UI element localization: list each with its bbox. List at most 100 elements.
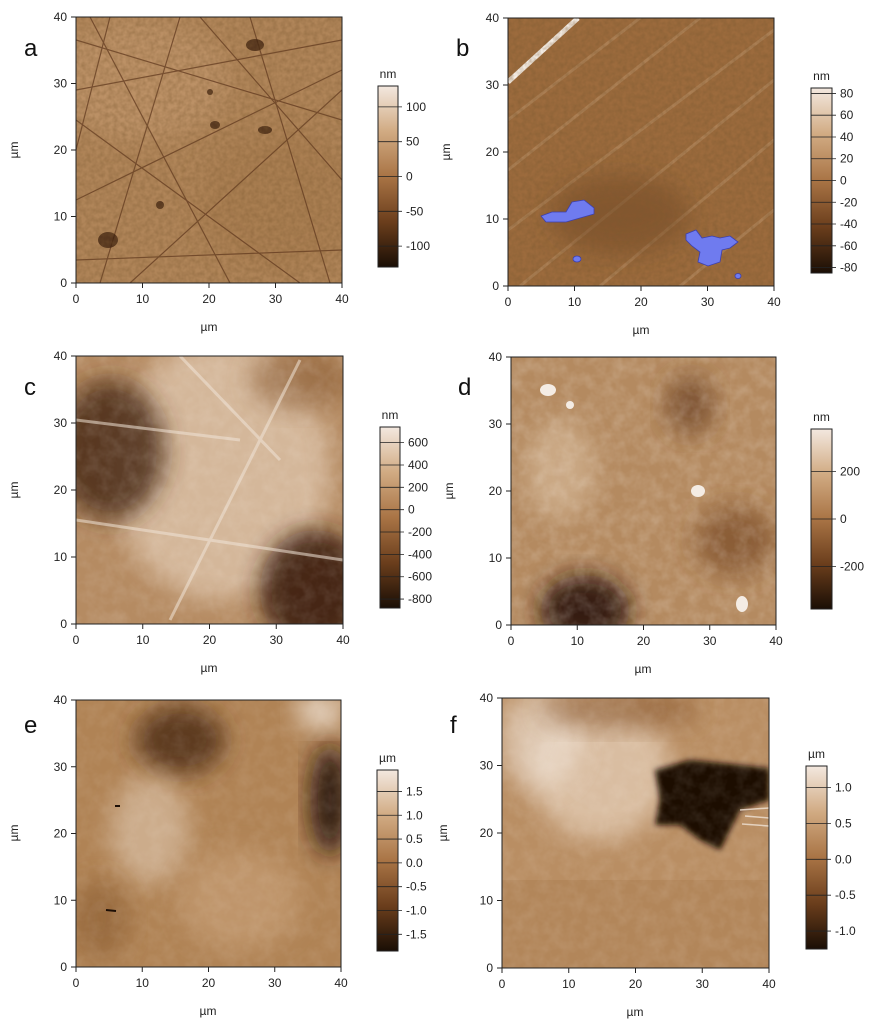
colorbar-tick-label: 200 bbox=[408, 480, 428, 494]
colorbar-tick-label: 1.5 bbox=[406, 784, 423, 798]
colorbar-tick-label: -80 bbox=[840, 261, 858, 275]
colorbar-tick-label: 20 bbox=[840, 152, 854, 166]
colorbar-unit: µm bbox=[808, 747, 825, 761]
y-tick-label: 30 bbox=[489, 417, 503, 431]
y-tick-label: 0 bbox=[495, 618, 502, 632]
x-tick-label: 40 bbox=[769, 634, 783, 648]
image-frame bbox=[507, 17, 775, 287]
colorbar-tick-label: 0 bbox=[406, 170, 413, 184]
colorbar-tick-label: -200 bbox=[408, 525, 432, 539]
colorbar-tick-label: 200 bbox=[840, 465, 860, 479]
panel-letter-c: c bbox=[24, 374, 36, 401]
panel-letter-a: a bbox=[24, 35, 38, 62]
colorbar-unit: nm bbox=[382, 408, 399, 422]
panel-c: c0 10 20 30 40010203040µmµmnm6004002000-200-… bbox=[7, 349, 432, 675]
y-tick-label: 0 bbox=[60, 276, 67, 290]
colorbar-tick-label: 0.5 bbox=[835, 816, 852, 830]
colorbar-tick-label: 0 bbox=[840, 512, 847, 526]
colorbar bbox=[376, 769, 399, 952]
colorbar-unit: nm bbox=[813, 69, 830, 83]
y-tick-label: 30 bbox=[480, 759, 494, 773]
x-tick-label: 30 bbox=[701, 295, 715, 309]
y-axis-label: µm bbox=[7, 482, 21, 499]
colorbar-tick-label: -600 bbox=[408, 570, 432, 584]
x-tick-label: 40 bbox=[335, 292, 349, 306]
afm-image-f bbox=[502, 698, 769, 968]
y-tick-label: 20 bbox=[54, 827, 68, 841]
image-frame bbox=[75, 355, 344, 625]
colorbar bbox=[379, 426, 401, 609]
x-tick-label: 0 bbox=[505, 295, 512, 309]
panel-e: e 0 10 20 30 40 0 10 20 30 40 µm µm µm 1.5 1.0 0.5 0.0 -0.… bbox=[7, 693, 427, 1018]
y-tick-label: 40 bbox=[54, 10, 68, 24]
x-axis-label: µm bbox=[201, 661, 218, 675]
y-tick-label: 0 bbox=[60, 617, 67, 631]
y-tick-label: 20 bbox=[480, 826, 494, 840]
y-axis-label: µm bbox=[442, 483, 456, 500]
colorbar-tick-label: -50 bbox=[406, 204, 424, 218]
colorbar-tick-label: 40 bbox=[840, 130, 854, 144]
y-tick-label: 10 bbox=[486, 212, 500, 226]
x-axis-label: µm bbox=[627, 1005, 644, 1019]
x-tick-label: 30 bbox=[696, 977, 710, 991]
y-tick-label: 0 bbox=[486, 961, 493, 975]
colorbar-tick-label: 0 bbox=[840, 174, 847, 188]
image-frame bbox=[75, 16, 343, 284]
panel-letter-e: e bbox=[24, 712, 37, 739]
afm-image-b bbox=[508, 18, 774, 286]
y-tick-label: 30 bbox=[54, 77, 68, 91]
colorbar-tick-label: -1.0 bbox=[406, 904, 427, 918]
panel-letter-f: f bbox=[450, 712, 457, 739]
colorbar-tick-label: 1.0 bbox=[406, 808, 423, 822]
panel-letter-d: d bbox=[458, 374, 471, 401]
colorbar-tick-label: 50 bbox=[406, 135, 420, 149]
x-tick-label: 0 bbox=[73, 633, 80, 647]
x-axis-label: µm bbox=[201, 320, 218, 334]
panel-b: b 0 10 20 30 40 0 10 20 30 40 µm µm nm 80 60 40 20 0 -20 -40… bbox=[439, 11, 858, 337]
colorbar-tick-label: 600 bbox=[408, 436, 428, 450]
y-tick-label: 20 bbox=[54, 143, 68, 157]
x-tick-label: 0 bbox=[508, 634, 515, 648]
x-tick-label: 0 bbox=[73, 976, 80, 990]
afm-image-e bbox=[76, 700, 341, 967]
x-tick-label: 40 bbox=[762, 977, 776, 991]
colorbar-tick-label: -20 bbox=[840, 195, 858, 209]
x-tick-label: 20 bbox=[203, 633, 217, 647]
colorbar-tick-label: -200 bbox=[840, 559, 864, 573]
y-axis-label: µm bbox=[7, 825, 21, 842]
y-tick-label: 40 bbox=[480, 691, 494, 705]
colorbar-unit: nm bbox=[813, 410, 830, 424]
colorbar-tick-label: -1.5 bbox=[406, 927, 427, 941]
colorbar-tick-label: -60 bbox=[840, 239, 858, 253]
y-tick-label: 40 bbox=[486, 11, 500, 25]
colorbar-tick-label: 100 bbox=[406, 100, 426, 114]
colorbar-tick-label: -800 bbox=[408, 592, 432, 606]
x-tick-label: 10 bbox=[568, 295, 582, 309]
colorbar-tick-label: 0.0 bbox=[406, 856, 423, 870]
colorbar-tick-label: -40 bbox=[840, 217, 858, 231]
x-axis-label: µm bbox=[200, 1004, 217, 1018]
afm-image-c bbox=[76, 356, 343, 624]
colorbar-tick-label: 60 bbox=[840, 108, 854, 122]
colorbar bbox=[805, 765, 828, 950]
x-tick-label: 10 bbox=[136, 976, 150, 990]
colorbar-tick-label: -100 bbox=[406, 239, 430, 253]
colorbar-unit: nm bbox=[380, 67, 397, 81]
x-tick-label: 20 bbox=[202, 292, 216, 306]
image-frame bbox=[510, 356, 777, 626]
y-tick-label: 0 bbox=[60, 960, 67, 974]
x-tick-label: 0 bbox=[73, 292, 80, 306]
x-tick-label: 20 bbox=[637, 634, 651, 648]
colorbar-tick-label: 0.5 bbox=[406, 832, 423, 846]
x-tick-label: 20 bbox=[202, 976, 216, 990]
y-axis-label: µm bbox=[436, 825, 450, 842]
x-axis-label: µm bbox=[633, 323, 650, 337]
y-tick-label: 10 bbox=[489, 551, 503, 565]
x-tick-label: 10 bbox=[136, 633, 150, 647]
colorbar-tick-label: 0.0 bbox=[835, 852, 852, 866]
y-tick-label: 30 bbox=[54, 416, 68, 430]
colorbar-tick-label: -0.5 bbox=[406, 880, 427, 894]
y-axis-label: µm bbox=[7, 142, 21, 159]
colorbar-tick-label: -400 bbox=[408, 547, 432, 561]
panel-f: f 0 10 20 30 40 0 10 20 30 40 µm µm µm 1.0 0.5 0.0 -0.5 -1… bbox=[436, 691, 856, 1019]
